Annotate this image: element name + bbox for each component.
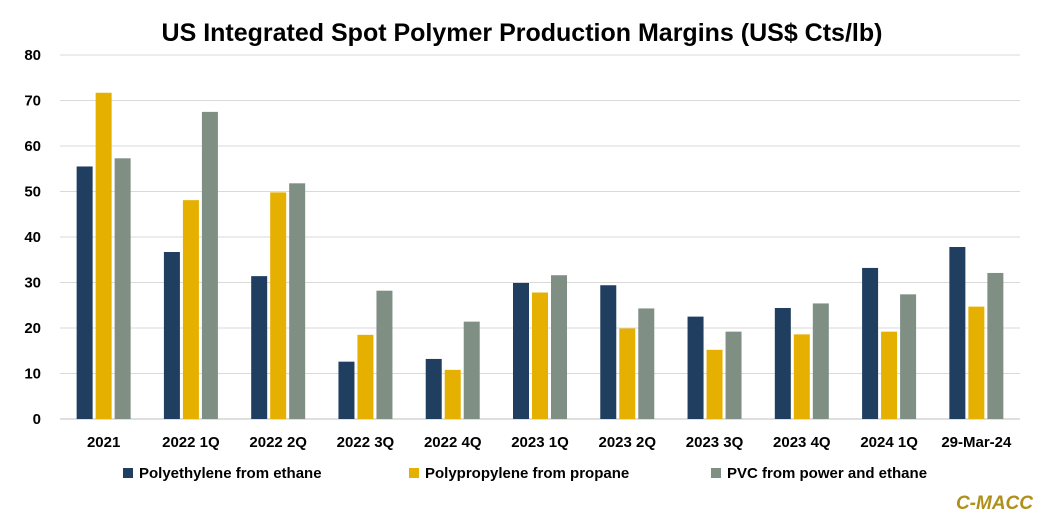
legend-label: Polypropylene from propane	[425, 465, 629, 482]
bar-1-7	[600, 285, 617, 419]
bar-2-4	[357, 334, 374, 419]
bar-1-4	[338, 361, 355, 419]
x-tick-label: 2023 1Q	[511, 434, 569, 451]
bar-3-1	[114, 158, 131, 419]
bars	[76, 92, 1004, 419]
x-tick-label: 2022 4Q	[424, 434, 482, 451]
bar-2-10	[881, 331, 898, 419]
bar-2-2	[182, 200, 199, 419]
bar-2-7	[619, 328, 636, 419]
y-tick-label: 80	[24, 47, 41, 64]
bar-1-1	[76, 166, 93, 419]
y-tick-label: 20	[24, 320, 41, 337]
y-tick-label: 30	[24, 275, 41, 292]
bar-3-6	[551, 275, 567, 419]
bar-1-10	[862, 267, 879, 419]
bar-1-3	[251, 276, 268, 419]
bar-1-5	[425, 358, 442, 419]
chart-title: US Integrated Spot Polymer Production Ma…	[162, 19, 883, 47]
bar-1-11	[949, 247, 966, 419]
bar-3-7	[638, 308, 655, 419]
bar-1-2	[163, 252, 180, 419]
bar-3-8	[725, 331, 742, 419]
x-tick-label: 2022 1Q	[162, 434, 220, 451]
bar-1-6	[513, 282, 529, 419]
bar-2-5	[444, 369, 461, 419]
legend-label: Polyethylene from ethane	[139, 465, 322, 482]
bar-3-10	[900, 294, 917, 419]
bar-2-11	[968, 306, 985, 419]
bar-3-4	[376, 290, 393, 419]
y-tick-label: 0	[33, 411, 41, 428]
x-tick-label: 2022 3Q	[337, 434, 395, 451]
bar-2-3	[270, 192, 287, 419]
x-tick-label: 2023 4Q	[773, 434, 831, 451]
bar-3-2	[201, 111, 218, 419]
legend: Polyethylene from ethane Polypropylene fr…	[123, 465, 927, 482]
legend-swatch	[123, 468, 133, 478]
y-tick-label: 60	[24, 138, 41, 155]
x-tick-label: 2023 2Q	[598, 434, 656, 451]
legend-swatch	[409, 468, 419, 478]
x-axis: 2021 2022 1Q 2022 2Q 2022 3Q 2022 4Q 2023 1Q 2…	[87, 434, 1012, 451]
x-tick-label: 2024 1Q	[860, 434, 918, 451]
x-tick-label: 2023 3Q	[686, 434, 744, 451]
legend-swatch	[711, 468, 721, 478]
x-tick-label: 2022 2Q	[249, 434, 307, 451]
y-tick-label: 50	[24, 184, 41, 201]
x-tick-label: 2021	[87, 434, 120, 451]
bar-2-8	[706, 349, 723, 419]
bar-2-1	[95, 92, 112, 419]
bar-3-11	[987, 272, 1004, 419]
bar-2-9	[793, 334, 810, 419]
y-tick-label: 40	[24, 229, 41, 246]
bar-3-5	[463, 321, 480, 419]
bar-2-6	[532, 292, 548, 419]
x-tick-label: 29-Mar-24	[941, 434, 1012, 451]
y-axis: 0 10 20 30 40 50 60 70 80	[24, 47, 41, 428]
legend-label: PVC from power and ethane	[727, 465, 927, 482]
brand-logo-text: C-MACC	[956, 493, 1033, 514]
bar-1-8	[687, 316, 704, 419]
bar-3-9	[812, 303, 829, 419]
y-tick-label: 70	[24, 93, 41, 110]
bar-3-3	[289, 183, 306, 419]
y-tick-label: 10	[24, 366, 41, 383]
bar-1-9	[774, 307, 791, 419]
